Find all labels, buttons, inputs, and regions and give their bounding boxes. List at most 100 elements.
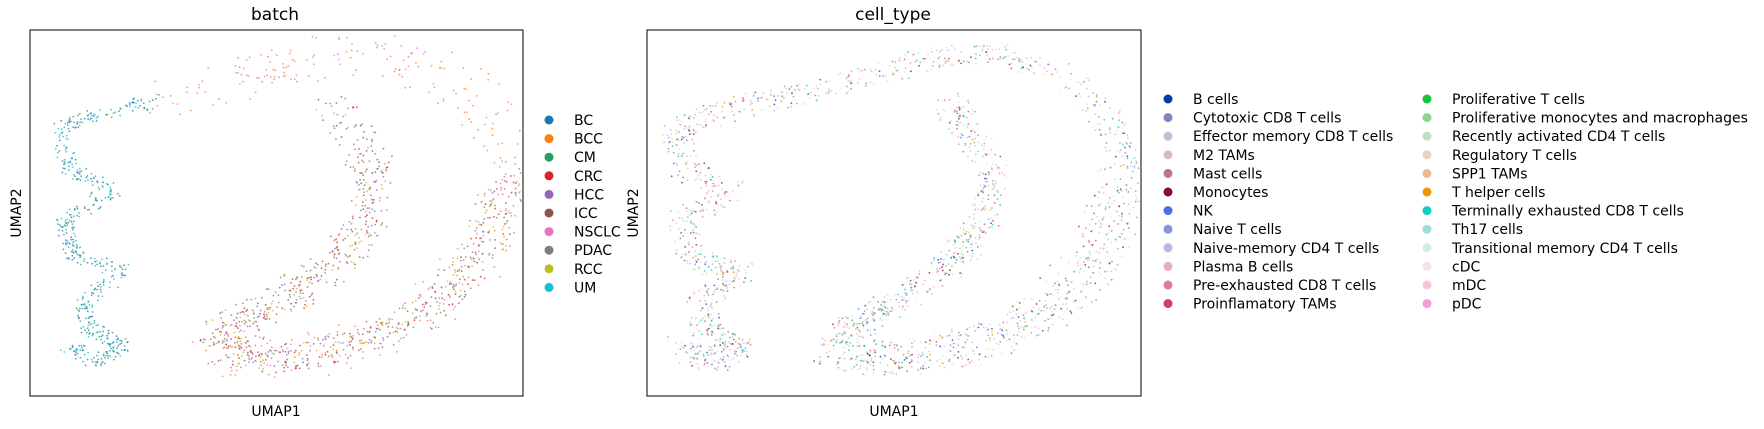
data-point: [862, 360, 865, 363]
data-point: [477, 194, 479, 196]
data-point: [699, 320, 702, 323]
data-point: [830, 90, 833, 92]
data-point: [271, 346, 273, 349]
data-point: [900, 295, 903, 298]
data-point: [722, 107, 724, 109]
data-point: [414, 283, 417, 285]
data-point: [489, 189, 492, 192]
data-point: [248, 357, 251, 359]
data-point: [843, 351, 846, 354]
data-point: [846, 326, 849, 329]
data-point: [451, 264, 454, 266]
data-point: [320, 267, 323, 270]
data-point: [717, 278, 719, 281]
data-point: [93, 319, 96, 322]
data-point: [324, 335, 327, 338]
data-point: [114, 355, 117, 358]
data-point: [503, 187, 506, 190]
data-point: [851, 367, 853, 370]
data-point: [873, 307, 875, 309]
data-point: [396, 351, 398, 353]
series-t-helper-cells: [672, 53, 1123, 365]
data-point: [86, 110, 89, 112]
data-point: [903, 359, 906, 361]
data-point: [134, 106, 137, 108]
data-point: [372, 131, 375, 133]
data-point: [948, 334, 951, 337]
data-point: [445, 314, 447, 317]
data-point: [707, 113, 710, 116]
data-point: [64, 172, 67, 175]
legend-label: Transitional memory CD4 T cells: [1451, 241, 1678, 257]
data-point: [950, 63, 952, 66]
data-point: [460, 270, 463, 273]
data-point: [999, 328, 1002, 330]
data-point: [683, 114, 686, 116]
data-point: [78, 172, 81, 175]
data-point: [285, 364, 287, 366]
data-point: [870, 357, 873, 360]
data-point: [973, 204, 975, 207]
data-point: [1038, 63, 1041, 66]
chart-title-batch: batch: [251, 5, 299, 25]
data-point: [500, 186, 503, 189]
data-point: [698, 321, 700, 324]
data-point: [993, 184, 996, 187]
data-point: [269, 76, 272, 79]
data-point: [111, 197, 114, 199]
data-point: [1105, 183, 1108, 186]
data-point: [706, 351, 708, 354]
data-point: [126, 341, 129, 343]
data-point: [1057, 292, 1059, 294]
data-point: [73, 245, 75, 247]
data-point: [910, 358, 913, 361]
data-point: [225, 331, 228, 334]
data-point: [248, 56, 251, 59]
data-point: [410, 52, 413, 55]
data-point: [300, 349, 303, 352]
data-point: [63, 144, 65, 147]
data-point: [1087, 266, 1090, 269]
data-point: [276, 306, 279, 308]
data-point: [947, 264, 949, 266]
data-point: [692, 291, 695, 293]
data-point: [269, 61, 271, 63]
data-point: [960, 355, 962, 357]
data-point: [680, 341, 683, 343]
data-point: [91, 334, 93, 337]
data-point: [881, 305, 884, 307]
data-point: [836, 366, 839, 369]
legend-label: Effector memory CD8 T cells: [1193, 129, 1393, 145]
data-point: [1074, 299, 1077, 302]
data-point: [75, 162, 77, 165]
data-point: [1002, 57, 1005, 60]
data-point: [937, 261, 940, 264]
data-point: [1117, 215, 1120, 217]
data-point: [457, 269, 460, 272]
data-point: [1109, 256, 1112, 259]
data-point: [91, 311, 94, 313]
data-point: [482, 240, 485, 243]
data-point: [258, 367, 261, 370]
data-point: [936, 269, 939, 271]
data-point: [317, 339, 320, 341]
data-point: [123, 264, 125, 267]
data-point: [1025, 67, 1028, 70]
data-point: [963, 124, 965, 126]
data-point: [1091, 218, 1093, 221]
data-point: [62, 248, 65, 251]
data-point: [70, 236, 72, 239]
data-point: [243, 330, 246, 332]
data-point: [79, 179, 82, 182]
data-point: [1118, 115, 1121, 118]
data-point: [712, 180, 715, 182]
data-point: [825, 92, 827, 95]
data-point: [256, 325, 259, 327]
data-point: [305, 305, 308, 308]
data-point: [61, 160, 64, 163]
data-point: [58, 136, 61, 138]
data-point: [982, 148, 985, 151]
data-point: [1038, 308, 1041, 311]
data-point: [121, 272, 123, 275]
data-point: [808, 96, 811, 99]
